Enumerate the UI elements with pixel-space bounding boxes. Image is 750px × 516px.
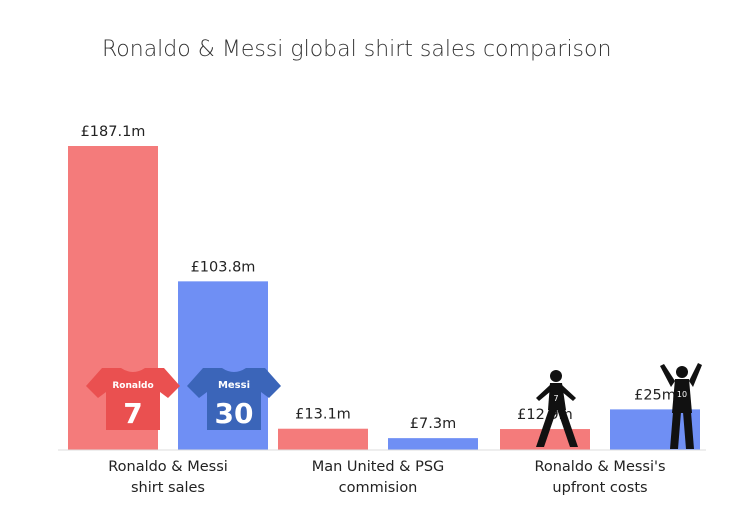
messi-shirt-name: Messi bbox=[218, 380, 250, 391]
ronaldo-shirt-name: Ronaldo bbox=[112, 381, 153, 391]
category-label-1-line2: shirt sales bbox=[131, 480, 205, 496]
bar-series2-cat2 bbox=[388, 438, 478, 450]
bars-layer bbox=[68, 146, 700, 450]
messi-silhouette-icon: 10 bbox=[660, 363, 702, 449]
value-label-series2-cat3: £25m bbox=[634, 387, 676, 403]
category-label-3-line1: Ronaldo & Messi's bbox=[534, 459, 665, 475]
value-label-series1-cat1: £187.1m bbox=[81, 124, 146, 140]
bar-series1-cat2 bbox=[278, 428, 368, 450]
value-labels-layer: £187.1m£13.1m £12.9m£103.8m£7.3m£25m bbox=[81, 124, 676, 432]
category-label-2-line2: commision bbox=[339, 480, 418, 496]
category-label-2-line1: Man United & PSG bbox=[312, 459, 445, 475]
ronaldo-shirt-number: 7 bbox=[123, 397, 142, 430]
category-labels-layer: Ronaldo & Messi shirt sales Man United & P… bbox=[108, 459, 665, 496]
value-label-series1-cat2: £13.1m bbox=[295, 407, 351, 423]
ronaldo-silhouette-icon: 7 bbox=[536, 370, 578, 447]
value-label-series2-cat1: £103.8m bbox=[191, 259, 256, 275]
value-label-series2-cat2: £7.3m bbox=[410, 416, 456, 432]
chart-title: Ronaldo & Messi global shirt sales compa… bbox=[102, 37, 611, 62]
messi-shirt-number: 30 bbox=[215, 397, 254, 430]
category-label-3-line2: upfront costs bbox=[552, 480, 647, 496]
category-label-1-line1: Ronaldo & Messi bbox=[108, 459, 228, 475]
svg-text:10: 10 bbox=[677, 390, 687, 399]
svg-text:7: 7 bbox=[553, 394, 558, 403]
messi-shirt-icon: Messi 30 bbox=[187, 368, 281, 430]
ronaldo-shirt-icon: Ronaldo 7 bbox=[86, 368, 180, 430]
